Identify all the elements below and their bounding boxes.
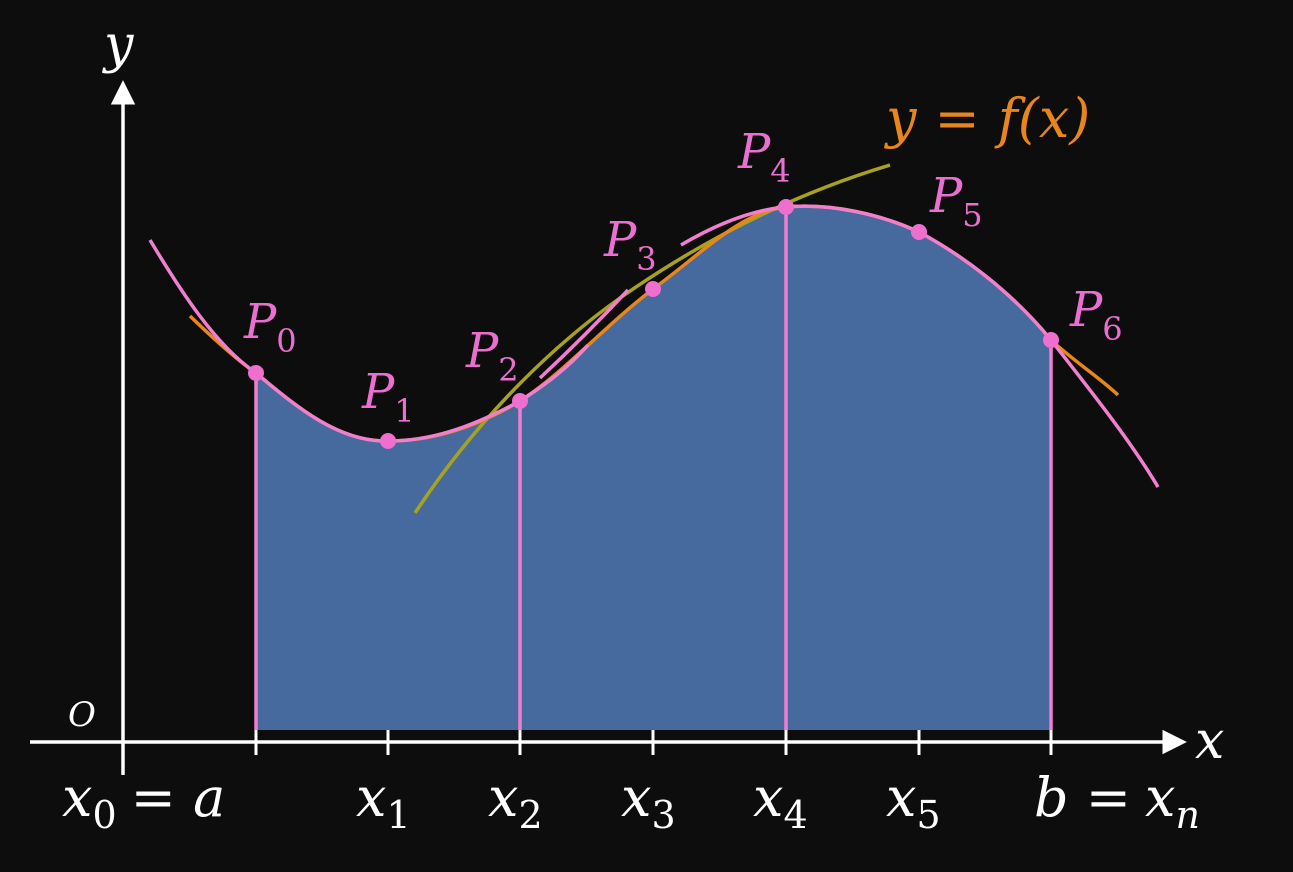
tick-label-x1-sub: 1 — [386, 793, 410, 837]
point-label-p2-name: P — [465, 323, 499, 379]
parabola-arc-3 — [785, 204, 1160, 488]
tick-label-x4: x4 — [753, 766, 808, 837]
x-axis-label: x — [1195, 711, 1224, 771]
parabola-arc-2-top — [680, 205, 787, 247]
tick-label-x3-sub: 3 — [651, 793, 675, 837]
point-label-p3-sub: 3 — [636, 240, 656, 278]
tick-label-x2-sub: 2 — [518, 793, 542, 837]
tick-label-x1-base: x — [356, 766, 386, 829]
points — [248, 199, 1059, 449]
origin-label: O — [68, 695, 96, 735]
point-p3 — [645, 281, 661, 297]
tick-label-x3-base: x — [621, 766, 651, 829]
point-label-p1-sub: 1 — [394, 392, 414, 430]
point-label-p1-name: P — [361, 364, 395, 420]
tick-label-x5-sub: 5 — [916, 793, 940, 837]
tick-label-xn-prefix: b = — [1034, 766, 1131, 829]
point-p1 — [380, 433, 396, 449]
tick-label-x2: x2 — [488, 766, 543, 837]
point-label-p4: P4 — [737, 124, 791, 190]
point-p5 — [911, 224, 927, 240]
point-label-p1: P1 — [361, 364, 415, 430]
y-axis-label: y — [102, 15, 134, 75]
point-label-p3-name: P — [603, 212, 637, 268]
tick-labels: x0 = a x1 x2 x3 x4 x5 b = xn — [62, 766, 1200, 837]
tick-label-x0-suffix: = a — [131, 766, 226, 829]
point-p2 — [512, 393, 528, 409]
point-label-p6: P6 — [1069, 282, 1123, 348]
tick-label-x0: x0 = a — [62, 766, 225, 837]
function-label-rhs: f(x) — [994, 87, 1091, 150]
point-p6 — [1043, 332, 1059, 348]
tick-label-x0-base: x — [62, 766, 92, 829]
point-label-p5-name: P — [929, 168, 963, 224]
point-label-p2-sub: 2 — [498, 351, 518, 389]
tick-label-xn: b = xn — [1034, 766, 1200, 837]
tick-label-xn-sub: n — [1175, 793, 1199, 837]
point-p0 — [248, 365, 264, 381]
point-labels: P0 P1 P2 P3 P4 P5 P6 — [243, 124, 1123, 430]
tick-label-x1: x1 — [356, 766, 411, 837]
point-label-p4-sub: 4 — [770, 152, 790, 190]
parabola-arc-2-left — [538, 288, 630, 380]
point-label-p2: P2 — [465, 323, 519, 389]
tick-label-x4-sub: 4 — [783, 793, 807, 837]
point-label-p3: P3 — [603, 212, 657, 278]
tick-label-xn-base: x — [1145, 766, 1175, 829]
tick-label-x2-base: x — [488, 766, 518, 829]
point-label-p0: P0 — [243, 294, 297, 360]
tick-label-x5: x5 — [886, 766, 941, 837]
point-p4 — [778, 199, 794, 215]
function-label-lhs: y — [884, 87, 918, 150]
point-label-p0-name: P — [243, 294, 277, 350]
point-label-p5: P5 — [929, 168, 983, 234]
tick-marks — [254, 730, 1053, 755]
area-under-curve — [256, 206, 1051, 731]
parabola-arc-1 — [148, 239, 590, 443]
point-label-p6-sub: 6 — [1102, 310, 1122, 348]
tick-label-x5-base: x — [886, 766, 916, 829]
strip-dividers — [254, 207, 1053, 730]
function-label-eq: = — [935, 87, 980, 150]
tick-label-x3: x3 — [621, 766, 676, 837]
point-label-p4-name: P — [737, 124, 771, 180]
function-label: y = f(x) — [884, 87, 1090, 150]
point-label-p6-name: P — [1069, 282, 1103, 338]
point-label-p5-sub: 5 — [962, 196, 982, 234]
tick-label-x4-base: x — [753, 766, 783, 829]
point-label-p0-sub: 0 — [276, 322, 296, 360]
tick-label-x0-sub: 0 — [92, 793, 116, 837]
